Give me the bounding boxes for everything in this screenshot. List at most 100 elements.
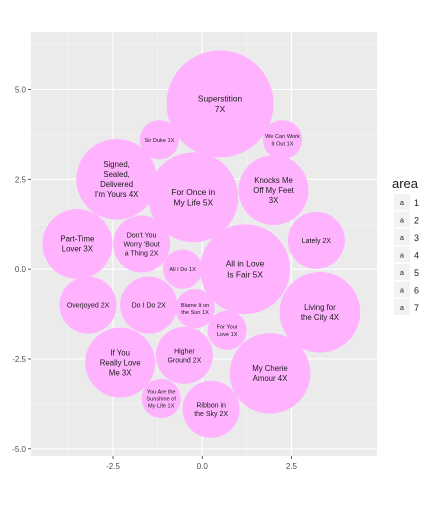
legend-key-glyph: a [400,200,404,207]
bubble [162,249,203,289]
bubble-label-line: Do I Do 2X [132,303,167,310]
legend-key [394,281,410,298]
bubble-label: Part-Time Lover 3X [60,235,94,254]
bubble [279,271,361,353]
legend-key-glyph: a [400,288,404,295]
x-tick-label: 0.0 [197,462,209,471]
bubble-label-line: Lover 3X [62,245,94,254]
bubble [262,120,303,160]
legend-key [394,264,410,280]
legend-key-glyph: a [400,270,404,277]
bubble-label-line: All I Do 1X [169,267,196,273]
bubble-label-line: Amour 4X [253,374,288,383]
bubble-label: Don't You Worry 'Bout a Thing 2X [123,232,159,257]
y-tick-label: -2.5 [12,355,26,364]
legend-items: a 1 a 2 a 3 a 4 a 5 a 6 a 7 [394,194,419,315]
legend-label: 5 [414,268,419,278]
y-tick-label: 5.0 [15,85,27,94]
bubble-label-line: Living for [304,303,336,312]
bubble-label-line: Don't You [127,232,157,239]
legend-key-glyph: a [400,305,404,312]
bubble-label: Overjoyed 2X [67,303,110,310]
legend: area a 1 a 2 a 3 a 4 a 5 a 6 a 7 [392,176,419,315]
bubble [238,155,309,226]
legend-key [394,211,410,228]
bubble-label-line: Delivered [100,180,133,189]
bubble [59,276,117,334]
bubble-label-line: Ribbon in [196,402,226,409]
bubble-label-line: Love 1X [217,332,238,338]
bubble-label-line: For Once in [171,187,215,197]
bubble-label: Blame It on the Sun 1X [181,303,209,316]
x-axis: -2.5 0.0 2.5 [106,456,298,471]
legend-label: 7 [414,303,419,313]
bubble-label: For Once in My Life 5X [171,187,215,208]
bubble-label-line: If You [110,348,130,357]
bubble-label-line: 7X [215,104,226,114]
bubble-label-line: Lately 2X [302,238,332,245]
bubble-label-line: a Thing 2X [125,250,159,257]
bubble-label-line: Superstition [198,93,243,103]
bubbles-layer [42,50,361,438]
legend-key-glyph: a [400,253,404,260]
bubble-label: If You Really Love Me 3X [100,348,141,377]
bubble-label-line: Signed, [103,160,129,169]
bubble [207,310,247,350]
y-tick-label: -5.0 [12,445,26,454]
bubble-label-line: the Sun 1X [181,310,209,316]
bubble-label-line: Ground 2X [167,357,201,364]
bubble [42,209,113,279]
bubble-label: Living for the City 4X [301,303,340,322]
bubble-label-line: Knocks Me [254,176,293,185]
bubble [120,276,178,334]
bubble [287,211,345,269]
legend-key [394,194,410,210]
bubble-label: Superstition 7X [198,93,243,114]
legend-key [394,229,410,245]
bubble [175,289,215,329]
legend-label: 2 [414,216,419,226]
bubble [229,333,311,414]
legend-title: area [392,176,419,191]
y-tick-label: 2.5 [15,175,27,184]
bubble-label-line: My Cherie [252,364,288,373]
legend-label: 1 [414,198,419,208]
bubble-label-line: Overjoyed 2X [67,303,110,310]
bubble-label-line: It Out 1X [271,141,293,147]
bubble-label: My Cherie Amour 4X [252,364,288,383]
bubble-label: Do I Do 2X [132,303,167,310]
bubble-label-line: the City 4X [301,313,340,322]
bubble-label-line: Blame It on [181,303,209,309]
bubble-label: Ribbon in the Sky 2X [194,402,228,418]
bubble-label-line: Higher [174,348,195,355]
bubble-label-line: We Can Work [265,134,300,140]
bubble [141,378,181,419]
bubble-label-line: Part-Time [60,235,94,244]
legend-key [394,246,410,263]
legend-key [394,299,410,315]
bubble-label: We Can Work It Out 1X [265,134,300,147]
bubble [76,139,157,220]
bubble-label-line: My Life 5X [174,198,214,208]
y-tick-label: 0.0 [15,265,27,274]
bubble-label: You Are the Sunshine of My Life 1X [146,389,176,409]
bubble [200,224,290,315]
bubble-label-line: Off My Feet [253,186,294,195]
bubble-label: Higher Ground 2X [167,348,201,364]
bubble-label-line: My Life 1X [148,404,175,410]
legend-label: 3 [414,233,419,243]
bubble [182,380,240,438]
bubble-label: Sir Duke 1X [144,138,174,144]
bubble-label: Lately 2X [302,238,332,245]
bubble [155,326,213,384]
bubble [113,215,171,273]
bubble-label: All in Love Is Fair 5X [226,259,265,280]
bubble-label-line: 3X [269,196,279,205]
bubble-label-line: Is Fair 5X [227,269,263,279]
bubble-label-line: Sunshine of [146,396,176,402]
bubble-label: Knocks Me Off My Feet 3X [253,176,294,205]
x-tick-label: -2.5 [106,462,120,471]
bubble-label-line: Me 3X [109,368,132,377]
